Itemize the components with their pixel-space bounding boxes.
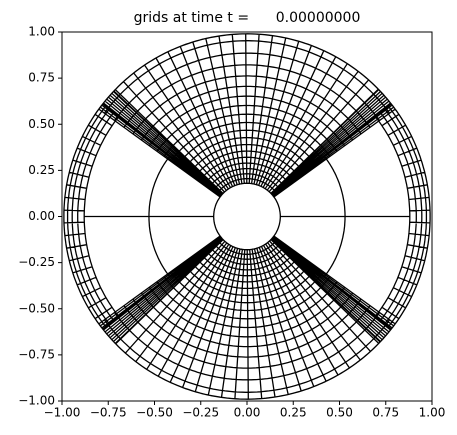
- x-tick-label: 0.75: [372, 406, 399, 420]
- x-tick-label: −0.75: [90, 406, 127, 420]
- y-tick-label: −0.75: [18, 347, 55, 361]
- y-tick-label: −0.25: [18, 255, 55, 269]
- y-tick-label: 0.25: [28, 163, 55, 177]
- y-tick-label: 1.00: [28, 25, 55, 39]
- y-tick-label: 0.00: [28, 209, 55, 223]
- y-tick-label: 0.75: [28, 71, 55, 85]
- x-tick-label: −0.50: [136, 406, 173, 420]
- y-tick-label: −0.50: [18, 301, 55, 315]
- chart-title: grids at time t = 0.00000000: [134, 10, 361, 26]
- y-tick-label: −1.00: [18, 394, 55, 408]
- x-tick-label: 0.25: [280, 406, 307, 420]
- x-tick-label: −1.00: [44, 406, 81, 420]
- x-tick-label: −0.25: [182, 406, 219, 420]
- mesh-lines: [63, 33, 431, 400]
- x-tick-label: 0.50: [326, 406, 353, 420]
- mesh: [63, 33, 431, 400]
- x-tick-label: 0.00: [234, 406, 261, 420]
- y-tick-label: 0.50: [28, 117, 55, 131]
- x-tick-label: 1.00: [419, 406, 446, 420]
